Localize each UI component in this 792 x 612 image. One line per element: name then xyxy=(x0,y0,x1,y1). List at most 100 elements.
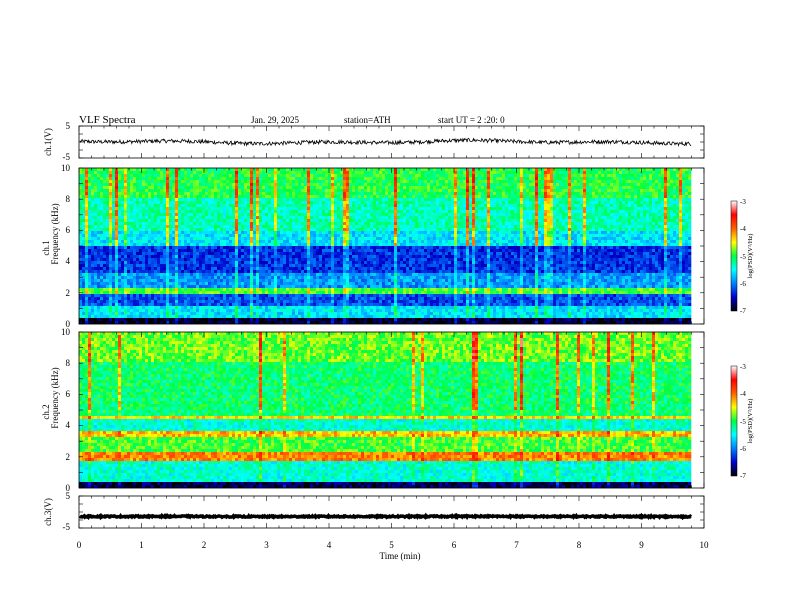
spectrogram-cell xyxy=(580,189,583,192)
spectrogram-cell xyxy=(250,174,253,177)
spectrogram-cell xyxy=(298,177,301,180)
spectrogram-cell xyxy=(385,186,388,189)
spectrogram-cell xyxy=(406,180,409,183)
spectrogram-cell xyxy=(628,192,631,195)
spectrogram-cell xyxy=(523,174,526,177)
spectrogram-cell xyxy=(556,186,559,189)
spectrogram-cell xyxy=(514,171,517,174)
spectrogram-cell xyxy=(106,168,109,171)
spectrogram-cell xyxy=(145,168,148,171)
spectrogram-cell xyxy=(169,174,172,177)
spectrogram-cell xyxy=(121,189,124,192)
spectrogram-cell xyxy=(481,174,484,177)
spectrogram-cell xyxy=(283,174,286,177)
spectrogram-cell xyxy=(142,168,145,171)
spectrogram-cell xyxy=(574,192,577,195)
spectrogram-cell xyxy=(436,180,439,183)
spectrogram-cell xyxy=(547,189,550,192)
spectrogram-cell xyxy=(202,189,205,192)
spectrogram-cell xyxy=(220,171,223,174)
spectrogram-cell xyxy=(625,168,628,171)
spectrogram-cell xyxy=(223,174,226,177)
spectrogram-cell xyxy=(271,186,274,189)
spectrogram-cell xyxy=(235,168,238,171)
spectrogram-cell xyxy=(445,177,448,180)
spectrogram-cell xyxy=(262,177,265,180)
spectrogram-cell xyxy=(511,177,514,180)
spectrogram-cell xyxy=(505,183,508,186)
spectrogram-cell xyxy=(88,192,91,195)
spectrogram-cell xyxy=(256,171,259,174)
spectrogram-cell xyxy=(382,192,385,195)
spectrogram-cell xyxy=(184,189,187,192)
spectrogram-cell xyxy=(127,183,130,186)
spectrogram-cell xyxy=(412,171,415,174)
spectrogram-cell xyxy=(676,186,679,189)
spectrogram-cell xyxy=(277,174,280,177)
spectrogram-cell xyxy=(667,180,670,183)
spectrogram-cell xyxy=(661,189,664,192)
spectrogram-cell xyxy=(136,183,139,186)
spectrogram-cell xyxy=(532,186,535,189)
spectrogram-cell xyxy=(583,180,586,183)
spectrogram-cell xyxy=(604,189,607,192)
spectrogram-cell xyxy=(277,192,280,195)
spectrogram-cell xyxy=(388,174,391,177)
spectrogram-cell xyxy=(652,186,655,189)
spectrogram-cell xyxy=(607,171,610,174)
spectrogram-cell xyxy=(214,177,217,180)
spectrogram-cell xyxy=(556,171,559,174)
spectrogram-cell xyxy=(145,192,148,195)
spectrogram-cell xyxy=(364,189,367,192)
spectrogram-cell xyxy=(295,177,298,180)
spectrogram-cell xyxy=(172,171,175,174)
spectrogram-cell xyxy=(88,174,91,177)
spectrogram-cell xyxy=(244,171,247,174)
spectrogram-cell xyxy=(97,192,100,195)
spectrogram-cell xyxy=(547,186,550,189)
spectrogram-cell xyxy=(130,192,133,195)
spectrogram-cell xyxy=(352,186,355,189)
spectrogram-cell xyxy=(364,192,367,195)
spectrogram-cell xyxy=(121,192,124,195)
spectrogram-cell xyxy=(463,174,466,177)
spectrogram-cell xyxy=(220,189,223,192)
spectrogram-cell xyxy=(250,183,253,186)
spectrogram-cell xyxy=(628,171,631,174)
spectrogram-cell xyxy=(268,180,271,183)
spectrogram-cell xyxy=(139,186,142,189)
spectrogram-cell xyxy=(580,177,583,180)
spectrogram-cell xyxy=(403,177,406,180)
spectrogram-cell xyxy=(262,189,265,192)
spectrogram-cell xyxy=(274,177,277,180)
spectrogram-cell xyxy=(523,189,526,192)
spectrogram-cell xyxy=(163,174,166,177)
spectrogram-cell xyxy=(382,186,385,189)
spectrogram-cell xyxy=(160,189,163,192)
spectrogram-cell xyxy=(388,183,391,186)
spectrogram-cell xyxy=(334,168,337,171)
spectrogram-cell xyxy=(643,168,646,171)
spectrogram-cell xyxy=(475,171,478,174)
spectrogram-cell xyxy=(367,189,370,192)
spectrogram-cell xyxy=(655,186,658,189)
ch1-waveform-panel: 5 -5 ch.1(V) xyxy=(43,121,704,162)
spectrogram-cell xyxy=(133,192,136,195)
spectrogram-cell xyxy=(643,186,646,189)
spectrogram-cell xyxy=(271,168,274,171)
spectrogram-cell xyxy=(172,168,175,171)
spectrogram-cell xyxy=(283,171,286,174)
spectrogram-cell xyxy=(373,186,376,189)
spectrogram-cell xyxy=(238,168,241,171)
spectrogram-cell xyxy=(88,183,91,186)
spectrogram-cell xyxy=(610,192,613,195)
spectrogram-cell xyxy=(94,183,97,186)
spectrogram-cell xyxy=(475,192,478,195)
spectrogram-cell xyxy=(685,183,688,186)
spectrogram-cell xyxy=(664,192,667,195)
spectrogram-cell xyxy=(184,174,187,177)
spectrogram-cell xyxy=(262,180,265,183)
spectrogram-cell xyxy=(565,186,568,189)
spectrogram-cell xyxy=(244,189,247,192)
spectrogram-cell xyxy=(334,177,337,180)
